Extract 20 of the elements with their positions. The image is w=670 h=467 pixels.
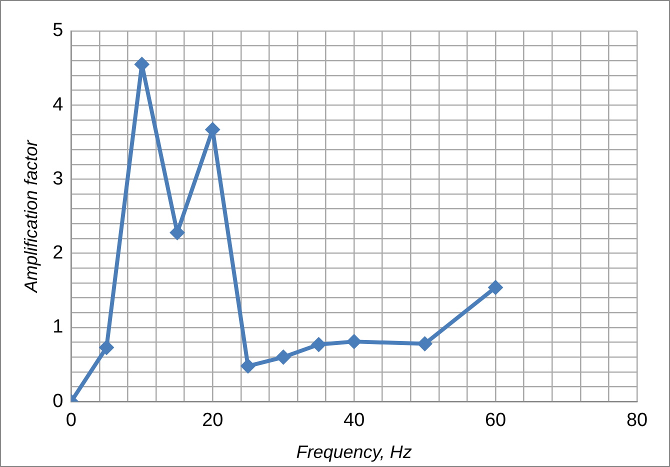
- point: [488, 280, 504, 295]
- y-tick-label: 0: [52, 390, 64, 412]
- x-tick-label: 80: [626, 410, 648, 432]
- point: [240, 358, 256, 374]
- x-tick-label: 40: [344, 410, 365, 432]
- point: [276, 350, 291, 365]
- x-tick-label: 0: [66, 410, 76, 432]
- y-tick-label: 3: [52, 168, 64, 190]
- point: [99, 340, 114, 355]
- y-tick-label: 4: [52, 94, 64, 116]
- x-tick-label: 60: [484, 410, 506, 432]
- y-axis-title: Amplification factor: [20, 139, 41, 294]
- x-tick-label: 20: [202, 410, 224, 432]
- y-tick-label: 5: [52, 20, 64, 42]
- x-axis-title: Frequency, Hz: [296, 442, 412, 462]
- point: [417, 336, 432, 352]
- point: [346, 334, 362, 350]
- y-tick-label: 1: [52, 316, 64, 338]
- y-tick-label: 2: [52, 242, 64, 264]
- point: [311, 337, 326, 352]
